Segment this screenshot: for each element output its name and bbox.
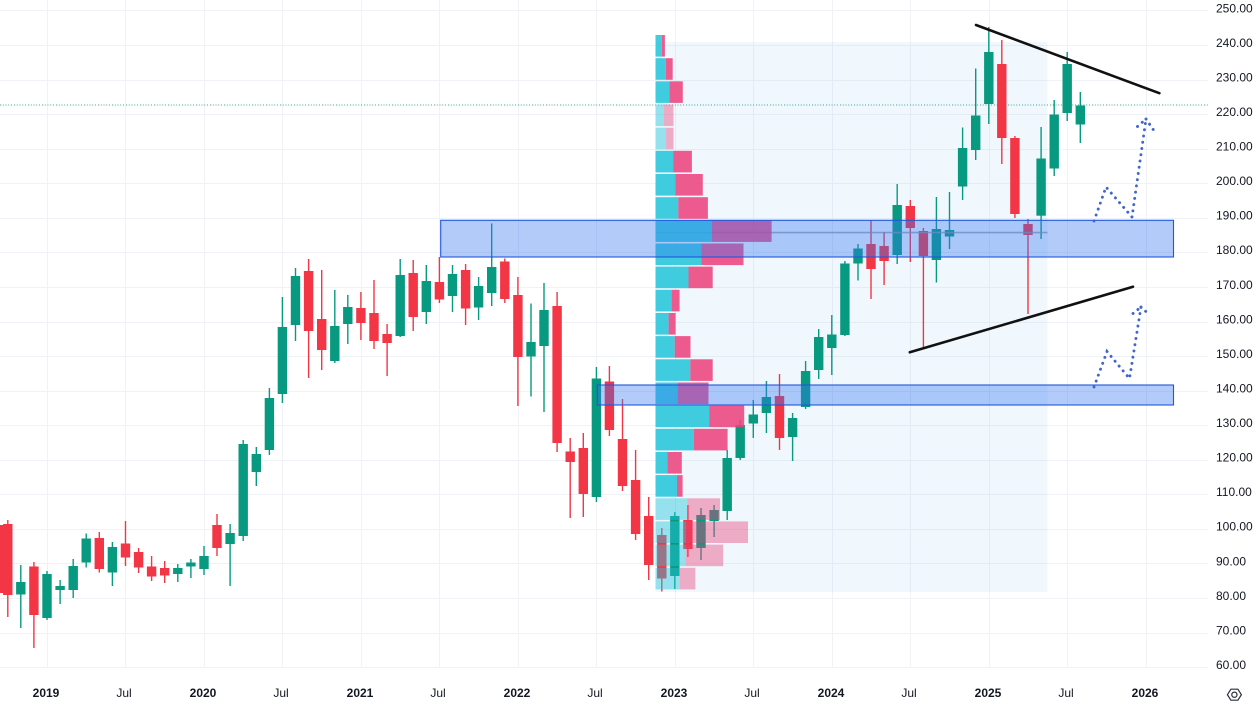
- svg-text:Jul: Jul: [1058, 686, 1073, 700]
- svg-text:210.00: 210.00: [1216, 140, 1253, 154]
- svg-text:2019: 2019: [33, 686, 60, 700]
- svg-text:150.00: 150.00: [1216, 347, 1253, 361]
- svg-text:2021: 2021: [347, 686, 374, 700]
- svg-text:160.00: 160.00: [1216, 312, 1253, 326]
- svg-text:Jul: Jul: [901, 686, 916, 700]
- svg-text:70.00: 70.00: [1216, 623, 1246, 637]
- svg-text:2024: 2024: [818, 686, 845, 700]
- svg-text:60.00: 60.00: [1216, 658, 1246, 672]
- svg-text:Jul: Jul: [744, 686, 759, 700]
- svg-text:90.00: 90.00: [1216, 554, 1246, 568]
- svg-text:240.00: 240.00: [1216, 36, 1253, 50]
- svg-text:80.00: 80.00: [1216, 589, 1246, 603]
- svg-text:180.00: 180.00: [1216, 243, 1253, 257]
- svg-text:Jul: Jul: [430, 686, 445, 700]
- svg-text:2022: 2022: [504, 686, 531, 700]
- svg-text:2026: 2026: [1132, 686, 1159, 700]
- svg-text:130.00: 130.00: [1216, 416, 1253, 430]
- svg-text:190.00: 190.00: [1216, 209, 1253, 223]
- svg-text:220.00: 220.00: [1216, 105, 1253, 119]
- svg-text:230.00: 230.00: [1216, 70, 1253, 84]
- svg-text:Jul: Jul: [116, 686, 131, 700]
- svg-text:200.00: 200.00: [1216, 174, 1253, 188]
- svg-text:170.00: 170.00: [1216, 278, 1253, 292]
- svg-text:110.00: 110.00: [1216, 485, 1252, 499]
- svg-text:2023: 2023: [661, 686, 688, 700]
- svg-text:140.00: 140.00: [1216, 382, 1253, 396]
- svg-text:250.00: 250.00: [1216, 1, 1253, 15]
- svg-text:2025: 2025: [975, 686, 1002, 700]
- svg-text:100.00: 100.00: [1216, 520, 1253, 534]
- svg-text:Jul: Jul: [587, 686, 602, 700]
- svg-text:120.00: 120.00: [1216, 451, 1253, 465]
- svg-text:Jul: Jul: [273, 686, 288, 700]
- svg-text:2020: 2020: [190, 686, 217, 700]
